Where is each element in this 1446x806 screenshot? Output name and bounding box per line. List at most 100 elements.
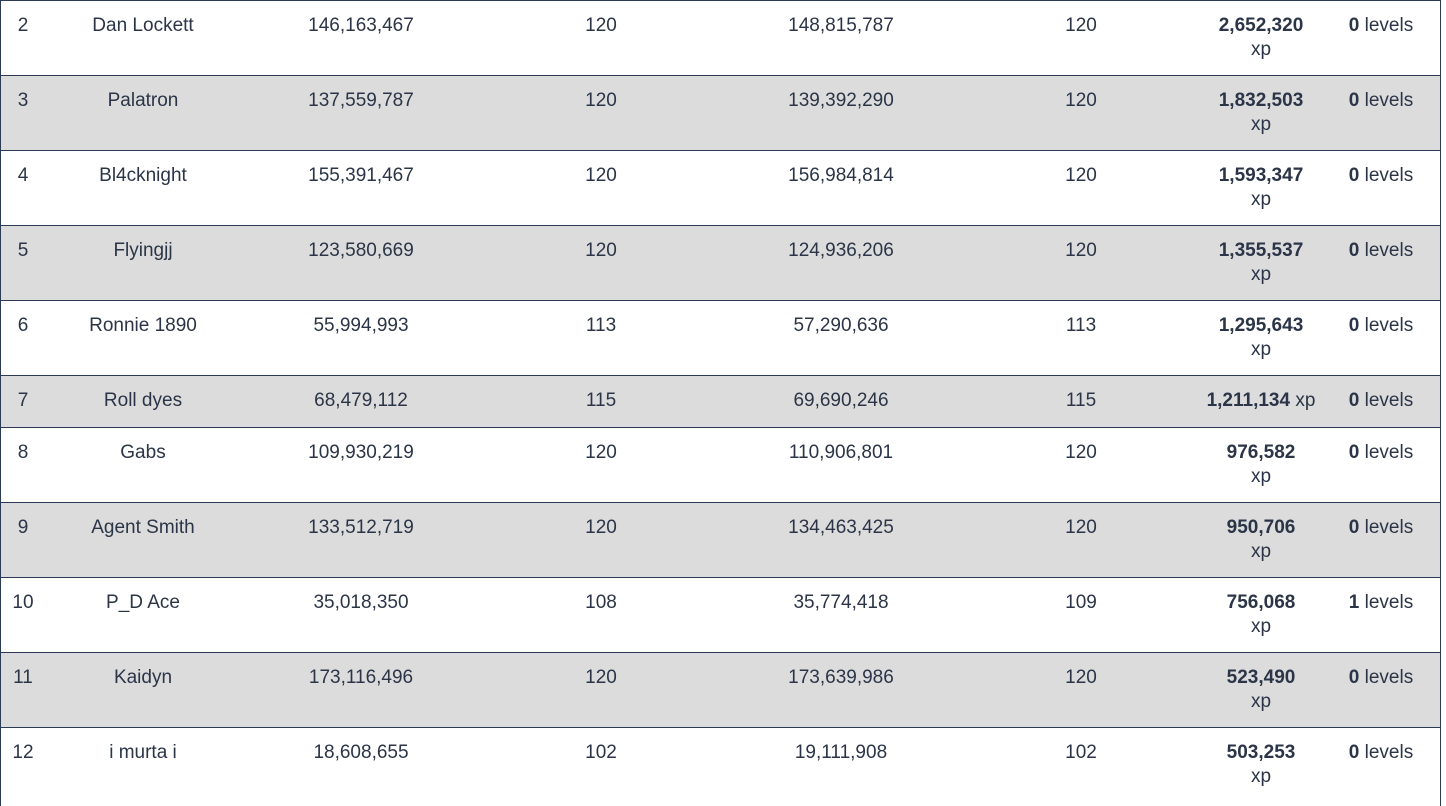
xp-gained-value: 950,706	[1226, 517, 1296, 538]
levels-unit: levels	[1364, 667, 1414, 688]
start-level-cell: 120	[585, 165, 617, 186]
levels-gained-cell: 0 levels	[1321, 314, 1441, 338]
end-xp-cell: 124,936,206	[788, 240, 894, 261]
start-level-cell: 115	[585, 390, 617, 411]
end-xp-cell: 19,111,908	[794, 742, 888, 763]
levels-unit: levels	[1364, 315, 1414, 336]
start-level-cell: 120	[585, 442, 617, 463]
table-row: 12 i murta i 18,608,655 102 19,111,908 1…	[1, 728, 1440, 806]
levels-gained-value: 0	[1348, 240, 1360, 261]
xp-gained-cell: 523,490 xp	[1201, 666, 1321, 714]
xp-unit: xp	[1250, 766, 1272, 787]
start-xp-cell: 146,163,467	[308, 15, 414, 36]
rank-cell: 3	[17, 90, 29, 111]
levels-gained-cell: 0 levels	[1321, 239, 1441, 263]
xp-unit: xp	[1250, 39, 1272, 60]
levels-gained-cell: 0 levels	[1321, 666, 1441, 690]
levels-unit: levels	[1364, 592, 1414, 613]
table-row: 5 Flyingjj 123,580,669 120 124,936,206 1…	[1, 226, 1440, 301]
table-row: 9 Agent Smith 133,512,719 120 134,463,42…	[1, 503, 1440, 578]
rank-cell: 11	[13, 667, 33, 688]
start-level-cell: 108	[585, 592, 617, 613]
levels-unit: levels	[1364, 442, 1414, 463]
end-level-cell: 120	[1065, 517, 1097, 538]
rank-cell: 2	[17, 15, 29, 36]
end-xp-cell: 69,690,246	[793, 390, 889, 411]
player-name: Ronnie 1890	[89, 315, 197, 336]
start-level-cell: 120	[585, 667, 617, 688]
end-xp-cell: 148,815,787	[788, 15, 894, 36]
player-name: Gabs	[120, 442, 166, 463]
end-level-cell: 120	[1065, 667, 1097, 688]
start-xp-cell: 133,512,719	[308, 517, 414, 538]
end-level-cell: 120	[1065, 15, 1097, 36]
table-row: 10 P_D Ace 35,018,350 108 35,774,418 109…	[1, 578, 1440, 653]
xp-gained-cell: 1,211,134 xp	[1201, 389, 1321, 413]
table-row: 4 Bl4cknight 155,391,467 120 156,984,814…	[1, 151, 1440, 226]
start-xp-cell: 18,608,655	[313, 742, 409, 763]
start-xp-cell: 137,559,787	[308, 90, 414, 111]
end-xp-cell: 134,463,425	[788, 517, 894, 538]
start-level-cell: 120	[585, 240, 617, 261]
end-level-cell: 113	[1065, 315, 1097, 336]
xp-gained-cell: 1,295,643 xp	[1201, 314, 1321, 362]
levels-unit: levels	[1364, 15, 1414, 36]
xp-unit: xp	[1250, 541, 1272, 562]
levels-gained-value: 0	[1348, 15, 1360, 36]
levels-gained-value: 0	[1348, 667, 1360, 688]
xp-gained-value: 756,068	[1226, 592, 1296, 613]
rank-cell: 4	[17, 165, 29, 186]
levels-gained-value: 0	[1348, 90, 1360, 111]
start-xp-cell: 35,018,350	[313, 592, 409, 613]
start-xp-cell: 123,580,669	[308, 240, 414, 261]
levels-gained-cell: 0 levels	[1321, 89, 1441, 113]
player-name: Dan Lockett	[92, 15, 194, 36]
rank-cell: 6	[17, 315, 29, 336]
xp-unit: xp	[1250, 466, 1272, 487]
levels-gained-cell: 0 levels	[1321, 164, 1441, 188]
start-xp-cell: 155,391,467	[308, 165, 414, 186]
end-xp-cell: 139,392,290	[788, 90, 894, 111]
xp-gained-cell: 1,832,503 xp	[1201, 89, 1321, 137]
xp-gained-cell: 1,355,537 xp	[1201, 239, 1321, 287]
end-level-cell: 115	[1065, 390, 1097, 411]
end-xp-cell: 57,290,636	[793, 315, 889, 336]
xp-gained-cell: 1,593,347 xp	[1201, 164, 1321, 212]
xp-unit: xp	[1295, 390, 1316, 411]
xp-unit: xp	[1250, 189, 1272, 210]
rank-cell: 12	[12, 742, 34, 763]
end-xp-cell: 156,984,814	[788, 165, 894, 186]
levels-unit: levels	[1364, 165, 1414, 186]
xp-gained-value: 503,253	[1226, 742, 1296, 763]
start-level-cell: 120	[585, 90, 617, 111]
player-name: Palatron	[107, 90, 179, 111]
start-xp-cell: 68,479,112	[314, 390, 408, 411]
levels-gained-cell: 1 levels	[1321, 591, 1441, 615]
start-xp-cell: 109,930,219	[308, 442, 414, 463]
end-xp-cell: 110,906,801	[788, 442, 894, 463]
xp-unit: xp	[1250, 339, 1272, 360]
start-xp-cell: 173,116,496	[308, 667, 414, 688]
levels-gained-cell: 0 levels	[1321, 441, 1441, 465]
levels-unit: levels	[1364, 517, 1414, 538]
player-name: Kaidyn	[113, 667, 173, 688]
xp-unit: xp	[1250, 264, 1272, 285]
xp-gained-value: 523,490	[1226, 667, 1296, 688]
levels-gained-cell: 0 levels	[1321, 389, 1441, 413]
rank-cell: 9	[17, 517, 29, 538]
levels-gained-cell: 0 levels	[1321, 14, 1441, 38]
table-row: 3 Palatron 137,559,787 120 139,392,290 1…	[1, 76, 1440, 151]
levels-gained-cell: 0 levels	[1321, 741, 1441, 765]
start-level-cell: 102	[585, 742, 617, 763]
end-level-cell: 120	[1065, 165, 1097, 186]
levels-gained-value: 0	[1348, 390, 1360, 411]
levels-unit: levels	[1364, 390, 1414, 411]
player-name: Bl4cknight	[99, 165, 187, 186]
table-row: 6 Ronnie 1890 55,994,993 113 57,290,636 …	[1, 301, 1440, 376]
xp-unit: xp	[1250, 114, 1272, 135]
start-xp-cell: 55,994,993	[313, 315, 409, 336]
xp-unit: xp	[1250, 691, 1272, 712]
levels-gained-cell: 0 levels	[1321, 516, 1441, 540]
end-xp-cell: 35,774,418	[793, 592, 889, 613]
